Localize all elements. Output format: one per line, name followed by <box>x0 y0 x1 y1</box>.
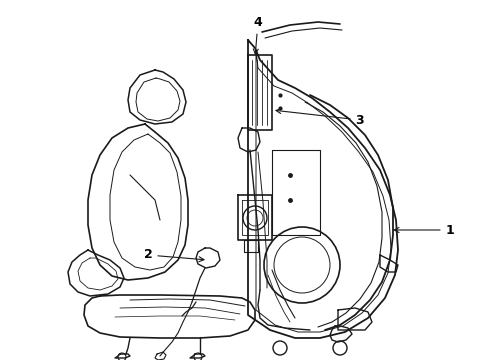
Text: 3: 3 <box>275 108 364 126</box>
Text: 4: 4 <box>253 15 262 54</box>
Text: 1: 1 <box>393 224 453 237</box>
Text: 2: 2 <box>143 248 203 262</box>
